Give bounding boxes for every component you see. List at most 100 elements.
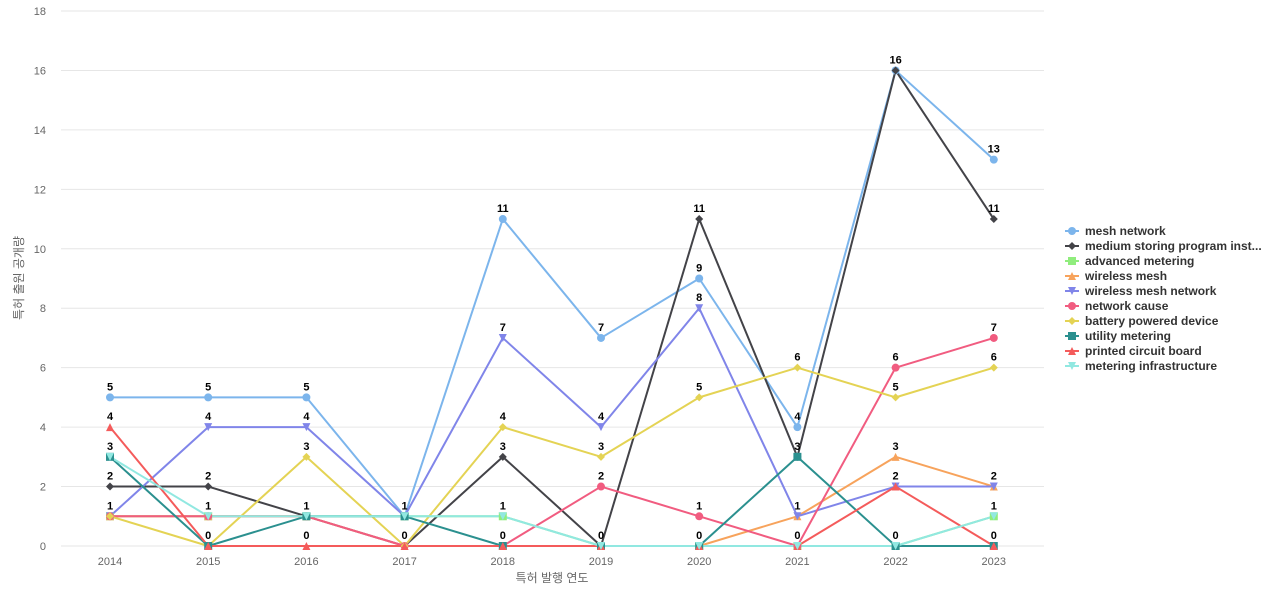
data-point[interactable] [989,215,998,224]
data-point[interactable] [695,393,704,402]
data-point[interactable] [989,482,998,491]
data-label: 6 [893,352,899,364]
data-label: 0 [402,530,408,542]
data-point[interactable] [302,512,311,521]
legend-item[interactable]: mesh network [1065,224,1166,238]
legend-marker[interactable] [1068,362,1076,370]
data-point[interactable] [400,512,409,521]
data-point[interactable] [498,215,507,224]
data-point[interactable] [793,542,802,550]
series-line-6[interactable] [109,366,995,547]
data-label: 5 [303,381,309,393]
data-point[interactable] [597,452,605,461]
data-point[interactable] [204,512,213,521]
data-label: 2 [107,471,113,483]
legend-marker[interactable] [1068,242,1076,250]
data-label: 4 [500,411,507,423]
legend-marker[interactable] [1068,332,1076,340]
legend-item[interactable]: network cause [1065,299,1169,313]
legend-item[interactable]: advanced metering [1065,254,1194,268]
data-point[interactable] [597,482,605,491]
data-point[interactable] [597,542,605,550]
legend-marker[interactable] [1068,257,1076,265]
data-point[interactable] [891,482,900,491]
legend-marker[interactable] [1068,302,1076,310]
data-point[interactable] [695,512,704,521]
data-point[interactable] [891,66,900,75]
legend-label: utility metering [1085,329,1171,343]
data-point[interactable] [891,542,900,550]
legend-item[interactable]: wireless mesh network [1065,284,1217,298]
data-label: 3 [598,441,604,453]
data-point[interactable] [597,423,605,432]
x-axis-ticks: 2014 2015 2016 2017 2018 2019 2020 2021 2022 2023 [98,556,1006,568]
data-point[interactable] [204,482,213,491]
data-label: 11 [497,203,509,215]
series-line-4[interactable] [109,307,994,518]
legend-marker[interactable] [1068,227,1076,235]
data-point[interactable] [498,512,507,521]
data-point[interactable] [498,333,507,342]
data-point[interactable] [302,542,311,550]
data-point[interactable] [302,452,311,461]
data-point[interactable] [498,423,507,432]
data-point[interactable] [989,512,998,521]
data-point[interactable] [302,393,311,402]
legend-item[interactable]: wireless mesh [1065,269,1167,283]
data-point[interactable] [106,512,114,521]
data-point[interactable] [793,363,802,372]
legend-item[interactable]: metering infrastructure [1065,359,1217,373]
data-point[interactable] [400,542,409,550]
data-point[interactable] [204,393,213,402]
series-line-8[interactable] [109,426,995,547]
legend-item[interactable]: medium storing program inst... [1065,239,1262,253]
legend-item[interactable]: printed circuit board [1065,344,1202,358]
data-point[interactable] [989,333,998,342]
data-point[interactable] [695,542,704,550]
data-label: 2 [598,471,604,483]
data-point[interactable] [793,452,802,461]
data-point[interactable] [695,215,704,224]
legend-marker[interactable] [1068,347,1076,355]
data-point[interactable] [891,452,900,461]
data-point[interactable] [498,452,507,461]
data-label: 5 [107,381,113,393]
data-point[interactable] [204,542,213,550]
data-label: 3 [107,441,113,453]
data-point[interactable] [891,363,900,372]
legend-marker[interactable] [1068,272,1076,280]
data-labels: 5432154210543101011743107432011985106431… [107,54,1000,542]
legend-marker[interactable] [1068,287,1076,295]
data-point[interactable] [106,482,114,491]
legend-item[interactable]: battery powered device [1065,314,1219,328]
data-point[interactable] [793,423,802,432]
data-point[interactable] [891,393,900,402]
data-point[interactable] [989,155,998,164]
data-point[interactable] [695,274,704,283]
y-tick-label: 2 [40,482,46,494]
data-label: 11 [988,203,1000,215]
data-point[interactable] [106,452,114,461]
data-label: 3 [303,441,309,453]
legend-marker[interactable] [1068,317,1076,325]
legend-item[interactable]: utility metering [1065,329,1171,343]
data-point[interactable] [106,393,114,402]
x-tick-label: 2022 [883,556,907,568]
y-axis-ticks: 0 2 4 6 8 10 12 14 16 18 [34,6,46,553]
y-tick-label: 4 [40,422,46,434]
data-point[interactable] [793,512,802,521]
series-line-9[interactable] [109,455,995,547]
data-point[interactable] [695,304,704,313]
data-point[interactable] [498,542,507,550]
data-point[interactable] [989,542,998,550]
x-tick-label: 2020 [687,556,711,568]
y-tick-label: 10 [34,244,46,256]
data-point[interactable] [597,333,605,342]
data-point[interactable] [106,423,114,432]
data-label: 4 [205,411,212,423]
data-point[interactable] [302,423,311,432]
series-line-0[interactable] [110,69,995,518]
data-point[interactable] [989,363,998,372]
data-point[interactable] [204,423,213,432]
data-label: 3 [794,441,800,453]
